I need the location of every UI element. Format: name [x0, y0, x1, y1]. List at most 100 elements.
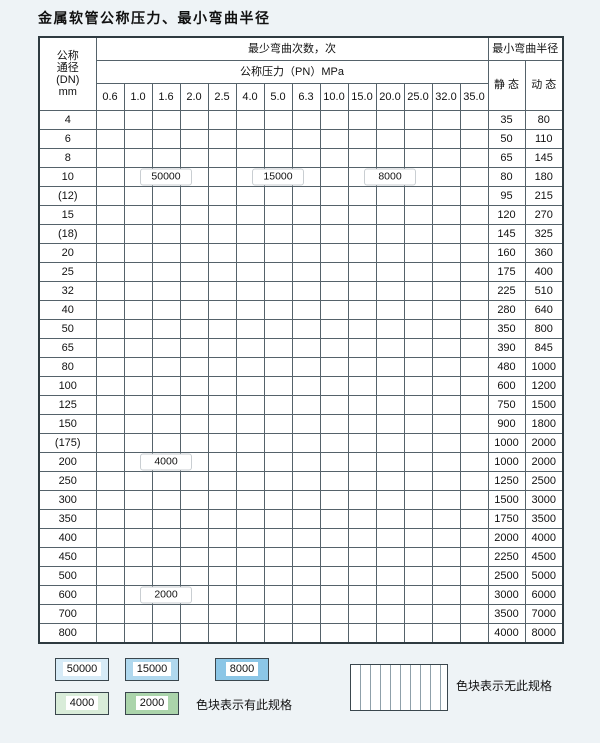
spec-cell	[95, 509, 125, 529]
static-radius-cell: 3000	[487, 585, 526, 605]
spec-cell	[151, 547, 181, 567]
spec-cell	[179, 110, 209, 130]
no-spec-cell	[291, 566, 321, 586]
dn-header-line: mm	[58, 86, 77, 99]
spec-cell	[151, 262, 181, 282]
table-row: 25 175 400	[38, 262, 564, 282]
spec-cell	[319, 186, 349, 206]
spec-cell	[235, 129, 265, 149]
static-radius-cell: 120	[487, 205, 526, 225]
region-label: 15000	[252, 168, 304, 186]
no-spec-cell	[403, 490, 433, 510]
no-spec-cell	[263, 490, 293, 510]
no-spec-cell	[403, 585, 433, 605]
spec-cell	[375, 224, 405, 244]
spec-cell	[207, 224, 237, 244]
no-spec-cell	[459, 224, 489, 244]
no-spec-cell	[431, 566, 461, 586]
no-spec-cell	[431, 414, 461, 434]
table-row: 200 4000 1000 2000	[38, 452, 564, 472]
spec-cell	[95, 243, 125, 263]
spec-cell	[319, 300, 349, 320]
spec-cell	[151, 129, 181, 149]
legend-chip-label: 8000	[225, 662, 259, 676]
dn-header-line: 通径	[56, 61, 79, 74]
spec-cell	[95, 471, 125, 491]
no-spec-cell	[403, 376, 433, 396]
spec-cell	[319, 148, 349, 168]
no-spec-cell	[291, 604, 321, 624]
legend-chip: 2000	[125, 691, 179, 715]
dynamic-radius-cell: 6000	[524, 585, 564, 605]
spec-cell	[123, 604, 153, 624]
spec-cell	[431, 129, 461, 149]
static-radius-cell: 2250	[487, 547, 526, 567]
static-radius-cell: 1000	[487, 452, 526, 472]
no-spec-cell	[375, 338, 405, 358]
dn-header-line: 公称	[56, 49, 79, 62]
dynamic-radius-cell: 4500	[524, 547, 564, 567]
spec-cell	[291, 205, 321, 225]
dn-cell: 25	[38, 262, 97, 282]
spec-cell	[263, 281, 293, 301]
pressure-col-header: 1.6	[151, 83, 181, 111]
table-row: 65 390 845	[38, 338, 564, 358]
spec-cell	[95, 528, 125, 548]
table-row: 700 3500 7000	[38, 604, 564, 624]
table-row: 50 350 800	[38, 319, 564, 339]
dynamic-radius-cell: 360	[524, 243, 564, 263]
spec-cell	[207, 129, 237, 149]
dn-cell: 300	[38, 490, 97, 510]
no-spec-cell	[459, 623, 489, 643]
spec-cell	[179, 129, 209, 149]
spec-cell	[151, 300, 181, 320]
spec-cell	[95, 129, 125, 149]
spec-cell	[235, 338, 265, 358]
table-row: 350 1750 3500	[38, 509, 564, 529]
spec-cell	[179, 338, 209, 358]
no-spec-cell	[319, 547, 349, 567]
pressure-cols-row: 0.6 1.0 1.6 2.0 2.5 4.0 5.0 6.3 10.0 15.0 20.0 25.0…	[39, 83, 563, 111]
spec-cell	[235, 452, 265, 472]
table-row: 80 480 1000	[38, 357, 564, 377]
no-spec-cell	[347, 471, 377, 491]
table-row: 400 2000 4000	[38, 528, 564, 548]
spec-cell	[375, 205, 405, 225]
no-spec-cell	[431, 262, 461, 282]
no-spec-cell	[235, 604, 265, 624]
no-spec-cell	[291, 452, 321, 472]
no-spec-cell	[431, 376, 461, 396]
spec-cell	[375, 243, 405, 263]
no-spec-cell	[263, 414, 293, 434]
no-spec-cell	[403, 338, 433, 358]
no-spec-cell	[235, 490, 265, 510]
spec-cell	[123, 547, 153, 567]
dn-cell: 65	[38, 338, 97, 358]
spec-cell	[151, 224, 181, 244]
spec-cell	[291, 262, 321, 282]
spec-cell	[347, 224, 377, 244]
no-spec-cell	[319, 604, 349, 624]
spec-cell	[95, 167, 125, 187]
spec-cell	[151, 433, 181, 453]
no-spec-cell	[375, 433, 405, 453]
spec-cell	[235, 300, 265, 320]
dn-cell: 50	[38, 319, 97, 339]
no-spec-cell	[431, 604, 461, 624]
table-row: 8 65 145	[38, 148, 564, 168]
no-spec-cell	[459, 262, 489, 282]
no-spec-cell	[403, 395, 433, 415]
no-spec-cell	[403, 604, 433, 624]
no-spec-cell	[347, 509, 377, 529]
table-row: 10 50000 15000 8000 80 180	[38, 167, 564, 187]
spec-cell	[319, 281, 349, 301]
no-spec-cell	[319, 528, 349, 548]
no-spec-cell	[207, 528, 237, 548]
dn-cell: 200	[38, 452, 97, 472]
dn-cell: 20	[38, 243, 97, 263]
no-spec-cell	[207, 585, 237, 605]
spec-cell	[95, 205, 125, 225]
no-spec-cell	[235, 566, 265, 586]
no-spec-cell	[431, 281, 461, 301]
spec-cell	[151, 509, 181, 529]
